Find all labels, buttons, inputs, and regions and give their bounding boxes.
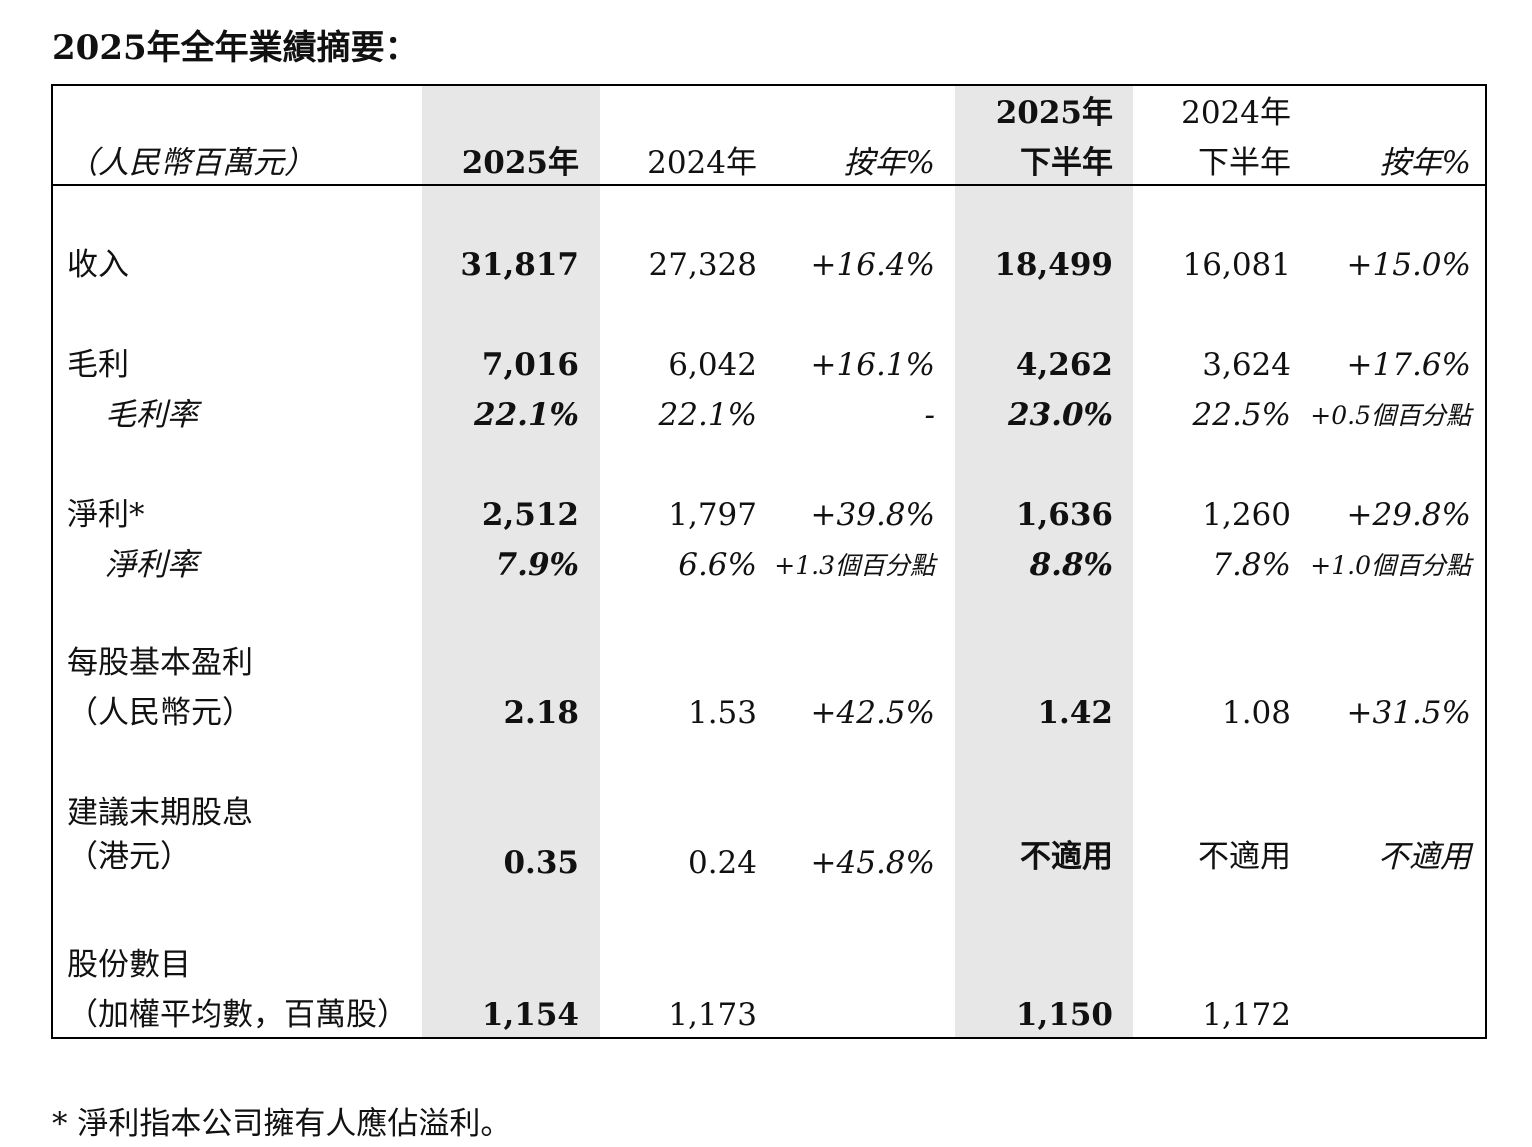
table-cell: 16,081 bbox=[1182, 247, 1291, 283]
shaded-column-2025 bbox=[422, 86, 600, 1037]
table-cell: 1.53 bbox=[687, 695, 757, 731]
results-summary-table: （人民幣百萬元） 2025年 2024年 按年% 2025年 下半年 2024年… bbox=[51, 84, 1487, 1039]
row-label-net-margin: 淨利率 bbox=[105, 547, 198, 583]
row-label-gross-margin: 毛利率 bbox=[105, 397, 198, 433]
header-divider bbox=[53, 184, 1485, 186]
row-label-revenue: 收入 bbox=[67, 247, 129, 283]
table-cell: 3,624 bbox=[1202, 347, 1291, 383]
table-cell: 1,797 bbox=[668, 497, 757, 533]
row-label-eps: 每股基本盈利 bbox=[67, 645, 253, 681]
table-cell: 不適用 bbox=[1020, 839, 1113, 875]
row-label-dividend: 建議末期股息 bbox=[67, 795, 253, 831]
table-cell: 6,042 bbox=[668, 347, 757, 383]
header-2024-h2-line1: 2024年 bbox=[1181, 95, 1291, 131]
table-cell: 23.0% bbox=[1008, 397, 1113, 433]
table-cell: +17.6% bbox=[1346, 347, 1471, 383]
row-label-dividend-unit: （港元） bbox=[67, 839, 191, 875]
table-cell: 0.24 bbox=[687, 845, 757, 881]
table-cell: +15.0% bbox=[1346, 247, 1471, 283]
table-cell: 2.18 bbox=[503, 695, 579, 731]
table-cell: 1,172 bbox=[1202, 997, 1291, 1033]
table-cell: 0.35 bbox=[503, 845, 579, 881]
table-cell: 7.9% bbox=[495, 547, 579, 583]
table-cell: 8.8% bbox=[1029, 547, 1113, 583]
header-2025: 2025年 bbox=[461, 145, 579, 181]
table-cell: 1,260 bbox=[1202, 497, 1291, 533]
table-cell: 27,328 bbox=[648, 247, 757, 283]
table-cell: +1.0個百分點 bbox=[1310, 551, 1471, 580]
table-cell: 1,636 bbox=[1015, 497, 1113, 533]
table-cell: 22.5% bbox=[1192, 397, 1291, 433]
row-label-gross-profit: 毛利 bbox=[67, 347, 129, 383]
page-title: 2025年全年業績摘要： bbox=[52, 28, 419, 68]
header-2025-h2-line1: 2025年 bbox=[995, 95, 1113, 131]
unit-label: （人民幣百萬元） bbox=[67, 145, 315, 181]
shaded-column-2025-h2 bbox=[955, 86, 1133, 1037]
table-cell: 2,512 bbox=[481, 497, 579, 533]
row-label-net-profit: 淨利* bbox=[67, 497, 145, 533]
table-cell: - bbox=[924, 397, 935, 433]
table-cell: 1,173 bbox=[668, 997, 757, 1033]
table-cell: 6.6% bbox=[678, 547, 757, 583]
table-cell: 1.42 bbox=[1037, 695, 1113, 731]
table-cell: +29.8% bbox=[1346, 497, 1471, 533]
table-cell: 22.1% bbox=[658, 397, 757, 433]
table-cell: 22.1% bbox=[474, 397, 579, 433]
footnote: * 淨利指本公司擁有人應佔溢利。 bbox=[52, 1106, 512, 1142]
table-cell: +45.8% bbox=[810, 845, 935, 881]
table-cell: 31,817 bbox=[460, 247, 579, 283]
table-cell: 1,150 bbox=[1015, 997, 1113, 1033]
row-label-shares-unit: （加權平均數，百萬股） bbox=[67, 997, 408, 1033]
row-label-eps-unit: （人民幣元） bbox=[67, 695, 253, 731]
header-2024: 2024年 bbox=[647, 145, 757, 181]
table-cell: 7.8% bbox=[1212, 547, 1291, 583]
table-cell: +16.1% bbox=[810, 347, 935, 383]
table-cell: 不適用 bbox=[1198, 839, 1291, 875]
table-cell: 4,262 bbox=[1015, 347, 1113, 383]
table-cell: 18,499 bbox=[994, 247, 1113, 283]
table-cell: +39.8% bbox=[810, 497, 935, 533]
table-cell: 不適用 bbox=[1378, 839, 1471, 875]
table-cell: 1,154 bbox=[481, 997, 579, 1033]
row-label-shares: 股份數目 bbox=[67, 947, 191, 983]
header-2024-h2-line2: 下半年 bbox=[1198, 145, 1291, 181]
table-cell: 7,016 bbox=[481, 347, 579, 383]
table-cell: +16.4% bbox=[810, 247, 935, 283]
table-cell: +42.5% bbox=[810, 695, 935, 731]
table-cell: +0.5個百分點 bbox=[1310, 401, 1471, 430]
table-cell: +1.3個百分點 bbox=[774, 551, 935, 580]
header-2025-h2-line2: 下半年 bbox=[1020, 145, 1113, 181]
header-h2-yoy: 按年% bbox=[1379, 145, 1471, 181]
table-cell: +31.5% bbox=[1346, 695, 1471, 731]
header-yoy: 按年% bbox=[843, 145, 935, 181]
table-cell: 1.08 bbox=[1221, 695, 1291, 731]
